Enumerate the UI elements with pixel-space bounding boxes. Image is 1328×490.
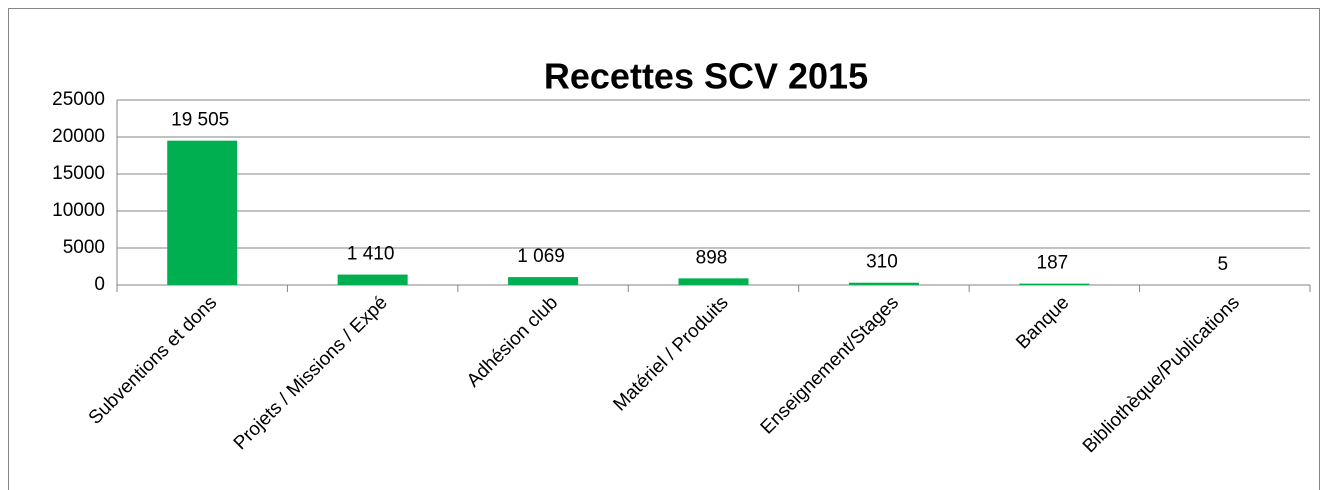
value-label: 5: [1217, 254, 1228, 275]
bar: [508, 277, 579, 285]
bar: [848, 282, 919, 285]
value-label: 898: [696, 247, 728, 268]
value-label: 19 505: [171, 110, 229, 131]
value-label: 1 410: [347, 244, 395, 265]
y-tick-label: 5000: [63, 237, 105, 258]
y-tick-label: 0: [94, 274, 105, 295]
value-label: 310: [866, 252, 898, 273]
y-tick-label: 20000: [52, 126, 105, 147]
y-tick-label: 25000: [52, 89, 105, 110]
value-label: 187: [1037, 253, 1069, 274]
bar: [1019, 283, 1090, 285]
value-label: 1 069: [517, 246, 565, 267]
bar: [167, 140, 238, 285]
y-tick-label: 10000: [52, 200, 105, 221]
bar: [337, 274, 408, 285]
y-tick-label: 15000: [52, 163, 105, 184]
chart-title: Recettes SCV 2015: [544, 56, 868, 97]
bar: [678, 278, 749, 285]
